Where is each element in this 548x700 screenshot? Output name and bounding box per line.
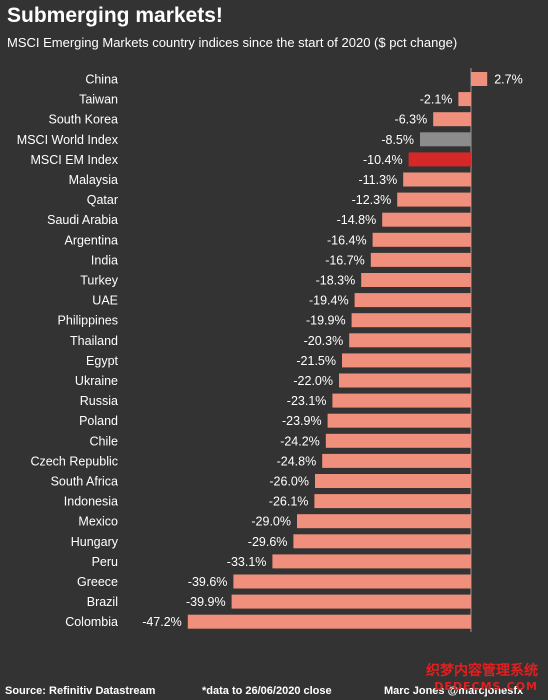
category-label: Chile [90,434,119,448]
category-label: South Africa [51,475,118,489]
value-label: -6.3% [395,113,428,127]
data-date-note: *data to 26/06/2020 close [202,685,332,697]
category-label: Ukraine [75,374,118,388]
category-label: Russia [80,394,118,408]
bar-saudi-arabia [382,212,471,227]
bar-msci-world-index [420,132,471,147]
chart-title: Submerging markets! [7,4,223,27]
category-label: Peru [92,555,118,569]
bar-ukraine [339,373,471,388]
bar-india [370,252,471,267]
value-label: -39.6% [188,575,228,589]
value-label: -39.9% [186,595,226,609]
bar-brazil [231,594,471,609]
bar-thailand [349,333,471,348]
value-label: -12.3% [352,193,392,207]
category-label: Saudi Arabia [47,213,118,227]
bar-czech-republic [322,453,471,468]
value-label: 2.7% [494,73,523,87]
bar-taiwan [458,92,471,107]
bar-msci-em-index [408,152,471,167]
bar-russia [332,393,471,408]
category-label: Philippines [58,314,118,328]
watermark-text: 织梦内容管理系统 [426,663,538,679]
value-label: -19.4% [309,294,349,308]
watermark-logo: 织梦内容管理系统 DEDECMS.COM [426,664,538,694]
category-label: Malaysia [69,173,118,187]
category-label: Turkey [80,274,118,288]
value-label: -23.9% [282,414,322,428]
value-label: -18.3% [316,274,356,288]
category-label: Brazil [87,595,118,609]
value-label: -29.0% [251,515,291,529]
value-label: -29.6% [248,535,288,549]
category-label: China [85,73,118,87]
category-label: Taiwan [79,93,118,107]
value-label: -47.2% [142,615,182,629]
category-label: Czech Republic [30,454,118,468]
category-label: Argentina [64,233,118,247]
category-label: UAE [92,294,118,308]
bar-argentina [372,232,471,247]
value-label: -23.1% [287,394,327,408]
category-label: Poland [79,414,118,428]
value-label: -22.0% [293,374,333,388]
value-label: -19.9% [306,314,346,328]
category-label: South Korea [49,113,119,127]
bar-colombia [187,614,472,629]
bar-hungary [293,534,471,549]
value-label: -20.3% [304,334,344,348]
bar-egypt [342,353,471,368]
bar-qatar [397,192,471,207]
value-label: -11.3% [359,173,398,187]
bar-china [471,72,488,86]
bar-poland [327,413,471,428]
value-label: -10.4% [363,153,403,167]
bar-mexico [297,514,471,529]
category-label: India [91,253,118,267]
category-label: Qatar [87,193,118,207]
category-label: MSCI World Index [17,133,119,147]
bar-south-korea [433,112,471,127]
category-label: Indonesia [64,495,118,509]
value-label: -24.2% [280,434,320,448]
value-label: -2.1% [420,93,453,107]
bar-peru [272,554,471,569]
value-label: -26.0% [269,475,309,489]
value-label: -16.7% [325,253,365,267]
bar-greece [233,574,471,589]
value-label: -21.5% [296,354,336,368]
category-label: Colombia [65,615,118,629]
chart-subtitle: MSCI Emerging Markets country indices si… [7,35,458,50]
value-label: -33.1% [227,555,267,569]
value-label: -14.8% [337,213,377,227]
category-label: Mexico [78,515,118,529]
bar-malaysia [403,172,471,187]
bar-turkey [361,273,471,287]
value-label: -16.4% [327,233,367,247]
value-label: -8.5% [381,133,414,147]
category-label: Thailand [70,334,118,348]
source-note: Source: Refinitiv Datastream [5,685,156,697]
category-label: Greece [77,575,118,589]
bar-uae [354,293,471,308]
value-label: -24.8% [277,454,317,468]
author-credit: Marc Jones @marcjonesfx [384,685,524,697]
bar-chile [325,433,471,448]
category-label: Egypt [86,354,118,368]
bar-south-africa [315,474,471,488]
category-label: Hungary [71,535,119,549]
category-label: MSCI EM Index [30,153,118,167]
watermark-subtext: DEDECMS.COM [434,680,538,693]
bar-philippines [351,313,471,328]
bar-indonesia [314,494,471,509]
value-label: -26.1% [269,495,309,509]
